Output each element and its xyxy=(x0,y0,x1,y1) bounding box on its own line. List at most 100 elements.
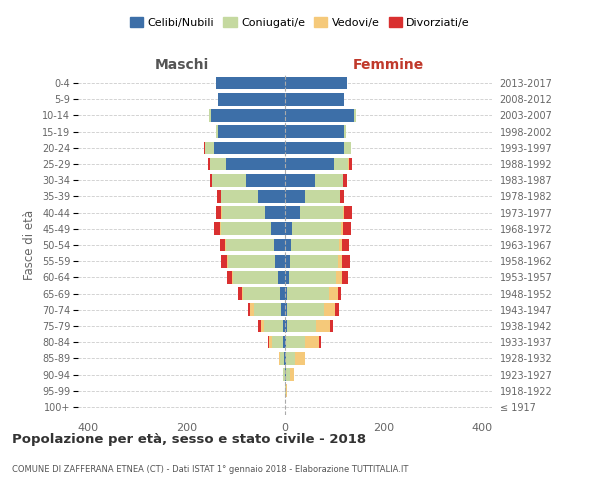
Text: Femmine: Femmine xyxy=(353,58,424,72)
Bar xyxy=(286,336,305,348)
Bar xyxy=(280,352,284,364)
Bar xyxy=(254,304,281,316)
Bar xyxy=(285,368,286,381)
Bar xyxy=(295,352,305,364)
Bar xyxy=(261,320,264,332)
Bar xyxy=(217,190,221,202)
Bar xyxy=(232,271,233,283)
Bar xyxy=(218,126,285,138)
Bar xyxy=(285,238,291,252)
Bar xyxy=(285,109,354,122)
Bar xyxy=(269,336,272,348)
Bar xyxy=(211,109,285,122)
Bar xyxy=(208,158,210,170)
Bar xyxy=(336,271,341,283)
Bar xyxy=(285,336,286,348)
Bar xyxy=(285,142,344,154)
Bar xyxy=(338,255,342,268)
Bar xyxy=(300,206,343,219)
Bar xyxy=(284,352,285,364)
Y-axis label: Fasce di età: Fasce di età xyxy=(23,210,37,280)
Bar xyxy=(227,255,229,268)
Bar xyxy=(344,206,352,219)
Text: Popolazione per età, sesso e stato civile - 2018: Popolazione per età, sesso e stato civil… xyxy=(12,432,366,446)
Bar xyxy=(233,271,278,283)
Bar xyxy=(287,288,329,300)
Bar xyxy=(338,288,341,300)
Bar xyxy=(242,288,243,300)
Bar xyxy=(278,271,285,283)
Bar xyxy=(343,222,350,235)
Bar xyxy=(272,336,283,348)
Bar xyxy=(343,174,347,186)
Bar xyxy=(283,320,285,332)
Bar xyxy=(285,384,286,397)
Bar xyxy=(218,93,285,106)
Bar xyxy=(226,158,285,170)
Bar xyxy=(212,174,245,186)
Bar xyxy=(335,304,339,316)
Bar xyxy=(285,77,347,90)
Bar xyxy=(285,271,289,283)
Bar xyxy=(220,222,221,235)
Bar xyxy=(292,222,341,235)
Bar xyxy=(348,158,349,170)
Bar xyxy=(274,238,285,252)
Bar xyxy=(290,255,338,268)
Bar xyxy=(216,77,285,90)
Bar xyxy=(286,352,295,364)
Bar xyxy=(305,336,319,348)
Bar xyxy=(221,222,271,235)
Bar xyxy=(268,336,269,348)
Bar xyxy=(222,206,265,219)
Bar xyxy=(205,142,214,154)
Bar xyxy=(216,206,221,219)
Bar xyxy=(221,190,258,202)
Bar xyxy=(285,255,290,268)
Text: COMUNE DI ZAFFERANA ETNEA (CT) - Dati ISTAT 1° gennaio 2018 - Elaborazione TUTTI: COMUNE DI ZAFFERANA ETNEA (CT) - Dati IS… xyxy=(12,466,409,474)
Bar xyxy=(229,255,275,268)
Bar xyxy=(285,222,292,235)
Bar xyxy=(283,336,285,348)
Bar xyxy=(259,320,261,332)
Bar xyxy=(214,222,220,235)
Bar xyxy=(354,109,356,122)
Bar xyxy=(349,158,352,170)
Bar xyxy=(285,190,305,202)
Bar xyxy=(209,109,211,122)
Bar xyxy=(285,304,287,316)
Text: Maschi: Maschi xyxy=(154,58,209,72)
Bar xyxy=(286,384,287,397)
Bar xyxy=(285,352,286,364)
Bar xyxy=(285,174,314,186)
Bar xyxy=(203,142,205,154)
Legend: Celibi/Nubili, Coniugati/e, Vedovi/e, Divorziati/e: Celibi/Nubili, Coniugati/e, Vedovi/e, Di… xyxy=(125,13,475,32)
Bar xyxy=(209,174,212,186)
Bar xyxy=(344,126,346,138)
Bar xyxy=(285,320,287,332)
Bar xyxy=(278,352,280,364)
Bar xyxy=(281,304,285,316)
Bar xyxy=(319,336,322,348)
Bar xyxy=(290,368,294,381)
Bar xyxy=(340,190,344,202)
Bar xyxy=(287,320,316,332)
Bar xyxy=(289,271,336,283)
Bar xyxy=(285,158,334,170)
Bar xyxy=(325,304,335,316)
Bar xyxy=(339,238,341,252)
Bar xyxy=(286,368,290,381)
Bar xyxy=(210,158,226,170)
Bar xyxy=(265,206,285,219)
Bar xyxy=(287,304,325,316)
Bar xyxy=(341,238,349,252)
Bar xyxy=(221,206,222,219)
Bar xyxy=(220,238,225,252)
Bar xyxy=(285,93,344,106)
Bar xyxy=(280,288,285,300)
Bar xyxy=(329,288,338,300)
Bar xyxy=(226,238,274,252)
Bar xyxy=(214,142,285,154)
Bar xyxy=(264,320,283,332)
Bar xyxy=(314,174,343,186)
